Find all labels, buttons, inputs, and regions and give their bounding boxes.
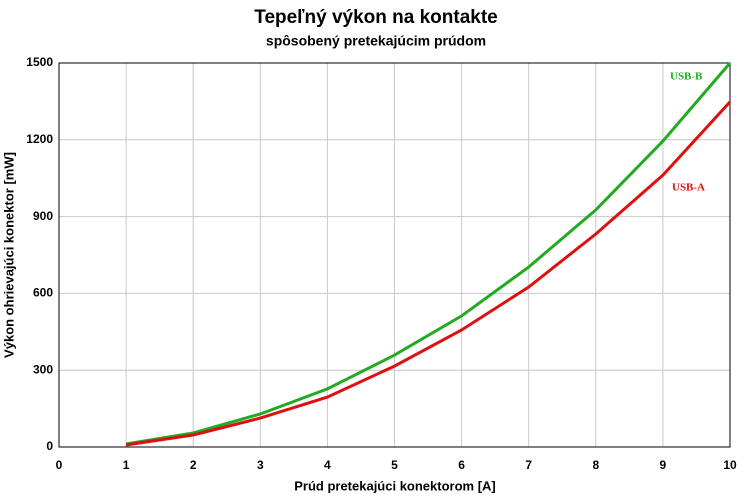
y-tick-label: 300 (33, 362, 53, 376)
series-label: USB-A (672, 181, 705, 193)
y-tick-label: 1500 (26, 55, 53, 69)
y-axis-label: Výkon ohrievajúci konektor [mW] (1, 152, 16, 358)
y-tick-label: 0 (46, 439, 53, 453)
x-tick-label: 10 (723, 458, 737, 472)
y-tick-label: 600 (33, 286, 53, 300)
x-tick-label: 3 (257, 458, 264, 472)
series-line (125, 62, 732, 446)
series-line (125, 100, 732, 447)
x-axis-label: Prúd pretekajúci konektorom [A] (294, 478, 496, 493)
x-tick-label: 9 (660, 458, 667, 472)
x-tick-label: 1 (123, 458, 130, 472)
x-tick-label: 0 (56, 458, 63, 472)
x-tick-label: 5 (391, 458, 398, 472)
series-label: USB-B (670, 71, 703, 83)
y-tick-label: 900 (33, 209, 53, 223)
plot-frame (58, 62, 731, 448)
x-tick-label: 7 (525, 458, 532, 472)
chart-subtitle: spôsobený pretekajúcim prúdom (266, 33, 486, 49)
x-tick-label: 2 (190, 458, 197, 472)
chart-title: Tepeľný výkon na kontakte (254, 7, 497, 28)
x-tick-label: 6 (458, 458, 465, 472)
y-tick-label: 1200 (26, 132, 53, 146)
x-tick-label: 4 (324, 458, 331, 472)
x-tick-label: 8 (592, 458, 599, 472)
